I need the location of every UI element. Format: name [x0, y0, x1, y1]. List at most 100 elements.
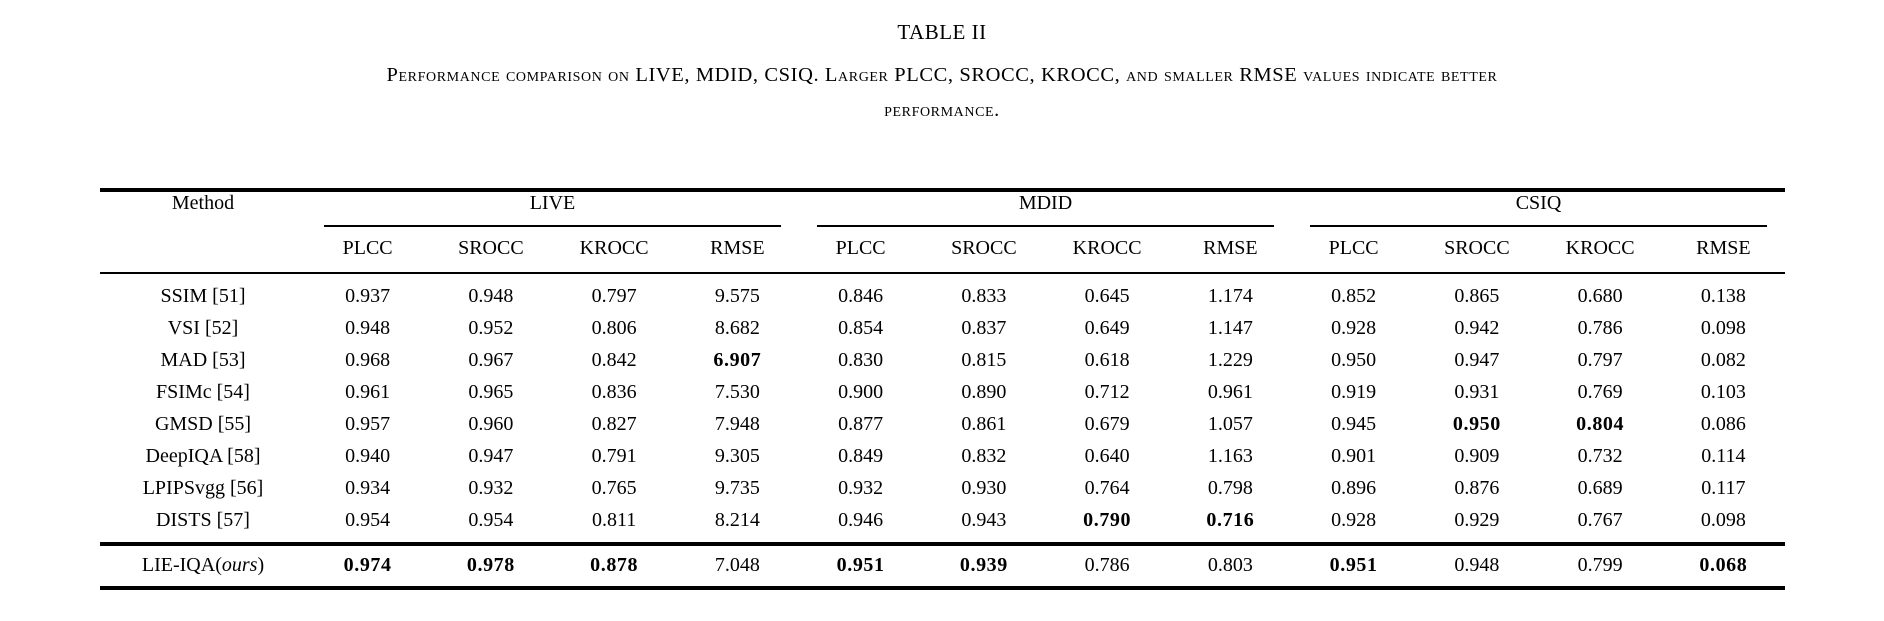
metric-value: 1.147 [1207, 317, 1253, 339]
metric-value: 0.957 [345, 413, 391, 435]
metric-value: 0.900 [838, 381, 884, 403]
metric-value: 0.930 [961, 477, 1007, 499]
metric-value: 0.769 [1577, 381, 1623, 403]
table-row: LPIPSvgg [56] 0.934 0.932 0.765 9.735 0.932 0.… [100, 472, 1785, 504]
metric-value: 0.832 [961, 445, 1007, 467]
metric-value: 0.890 [961, 381, 1007, 403]
metric-value: 0.968 [345, 349, 391, 371]
col-header-mdid-krocc: KROCC [1045, 227, 1169, 274]
col-header-csiq-plcc: PLCC [1292, 227, 1416, 274]
metric-value: 0.967 [468, 349, 514, 371]
ours-body: LIE-IQA(ours) 0.974 0.978 0.878 7.048 0.951 0.… [100, 542, 1785, 588]
metric-value: 0.680 [1577, 285, 1623, 307]
metric-value: 9.575 [714, 285, 760, 307]
metric-value: 0.947 [468, 445, 514, 467]
metric-value: 0.827 [591, 413, 637, 435]
caption-line-2: performance. [884, 99, 1000, 121]
metric-value: 0.932 [468, 477, 514, 499]
metric-value: 0.640 [1084, 445, 1130, 467]
metric-value: 0.068 [1661, 542, 1785, 588]
metric-value: 0.712 [1084, 381, 1130, 403]
metric-value: 0.878 [552, 542, 676, 588]
method-cell: SSIM [51] [160, 285, 246, 307]
metric-value: 1.057 [1207, 413, 1253, 435]
group-header-mdid: MDID [799, 190, 1292, 227]
metric-value: 0.803 [1168, 542, 1292, 588]
table-row: DeepIQA [58] 0.940 0.947 0.791 9.305 0.849 0.8… [100, 440, 1785, 472]
metric-value: 0.954 [468, 509, 514, 531]
metric-value: 0.098 [1700, 317, 1746, 339]
metric-value: 0.791 [591, 445, 637, 467]
metric-value: 0.932 [838, 477, 884, 499]
group-header-csiq: CSIQ [1292, 190, 1785, 227]
metric-value: 0.954 [345, 509, 391, 531]
metric-value: 1.163 [1207, 445, 1253, 467]
metric-value: 0.830 [838, 349, 884, 371]
metric-value: 0.951 [1292, 542, 1416, 588]
metric-value: 9.735 [714, 477, 760, 499]
metric-value: 0.950 [1452, 413, 1501, 435]
col-header-live-rmse: RMSE [675, 227, 799, 274]
metric-value: 0.846 [838, 285, 884, 307]
metric-value: 0.952 [468, 317, 514, 339]
metric-value: 0.942 [1454, 317, 1500, 339]
col-header-live-krocc: KROCC [552, 227, 676, 274]
group-label-mdid: MDID [1018, 192, 1073, 214]
metric-value: 0.974 [306, 542, 430, 588]
metric-value: 9.305 [714, 445, 760, 467]
metric-value: 0.948 [345, 317, 391, 339]
method-cell: GMSD [55] [154, 413, 252, 435]
metric-value: 0.931 [1454, 381, 1500, 403]
col-header-csiq-krocc: KROCC [1538, 227, 1662, 274]
metric-value: 0.854 [838, 317, 884, 339]
metric-value: 0.928 [1331, 317, 1377, 339]
group-label-live: LIVE [529, 192, 576, 214]
metric-value: 0.939 [922, 542, 1046, 588]
col-header-live-plcc: PLCC [306, 227, 430, 274]
method-cell: MAD [53] [160, 349, 246, 371]
metric-value: 0.861 [961, 413, 1007, 435]
metric-value: 0.961 [345, 381, 391, 403]
table-row: FSIMc [54] 0.961 0.965 0.836 7.530 0.900 0.890… [100, 376, 1785, 408]
caption-line-1: Performance comparison on LIVE, MDID, CS… [386, 64, 1498, 86]
ours-row: LIE-IQA(ours) 0.974 0.978 0.878 7.048 0.951 0.… [100, 542, 1785, 588]
table-row: GMSD [55] 0.957 0.960 0.827 7.948 0.877 0.861 0… [100, 408, 1785, 440]
metric-value: 0.978 [429, 542, 553, 588]
metric-value: 0.943 [961, 509, 1007, 531]
group-label-csiq: CSIQ [1515, 192, 1562, 214]
metric-value: 0.098 [1700, 509, 1746, 531]
metric-value: 6.907 [713, 349, 762, 371]
metric-value: 8.682 [714, 317, 760, 339]
metric-value: 0.797 [591, 285, 637, 307]
metric-value: 0.929 [1454, 509, 1500, 531]
metric-value: 7.530 [714, 381, 760, 403]
metric-value: 0.919 [1331, 381, 1377, 403]
metric-value: 0.965 [468, 381, 514, 403]
col-header-csiq-srocc: SROCC [1415, 227, 1539, 274]
results-table: Method LIVE MDID CSIQ PLCC SROCC KROCC R… [100, 188, 1785, 590]
col-header-mdid-rmse: RMSE [1168, 227, 1292, 274]
metric-value: 0.679 [1084, 413, 1130, 435]
metric-value: 0.732 [1577, 445, 1623, 467]
metric-value: 0.852 [1331, 285, 1377, 307]
metric-value: 0.865 [1454, 285, 1500, 307]
metric-value: 0.117 [1701, 477, 1746, 499]
metric-value: 0.842 [591, 349, 637, 371]
metric-value: 1.174 [1207, 285, 1253, 307]
metric-value: 0.909 [1454, 445, 1500, 467]
table-header: Method LIVE MDID CSIQ PLCC SROCC KROCC R… [100, 190, 1785, 274]
metric-value: 0.618 [1084, 349, 1130, 371]
table-row: DISTS [57] 0.954 0.954 0.811 8.214 0.946 0.943… [100, 504, 1785, 544]
csiq-cmidrule: CSIQ [1310, 192, 1767, 227]
metric-value: 0.786 [1577, 317, 1623, 339]
table-row: VSI [52] 0.948 0.952 0.806 8.682 0.854 0.837 0.… [100, 312, 1785, 344]
metric-value: 0.689 [1577, 477, 1623, 499]
metric-value: 0.811 [591, 509, 637, 531]
metric-value: 0.928 [1331, 509, 1377, 531]
ours-method-cell: LIE-IQA(ours) [100, 542, 306, 588]
metric-value: 0.945 [1331, 413, 1377, 435]
method-cell: DeepIQA [58] [145, 445, 261, 467]
col-header-live-srocc: SROCC [429, 227, 553, 274]
col-header-mdid-plcc: PLCC [799, 227, 923, 274]
